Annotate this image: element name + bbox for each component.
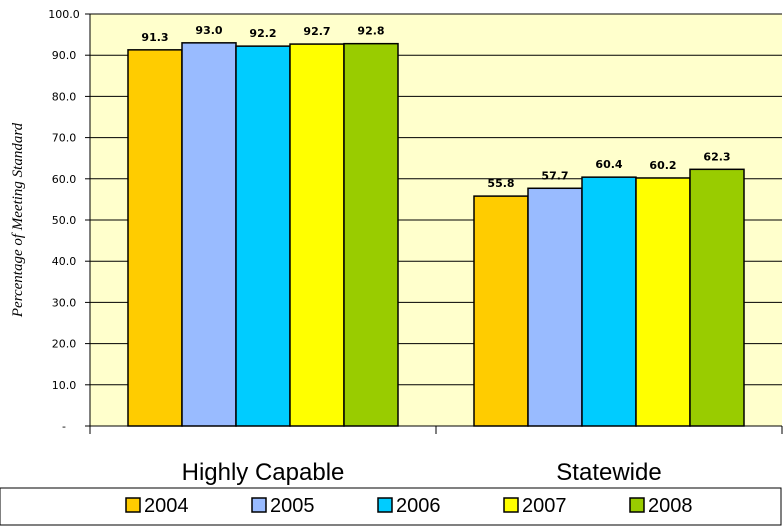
- legend-label-2007: 2007: [522, 495, 567, 517]
- legend-swatch-2007: [503, 497, 519, 513]
- data-label: 60.2: [649, 159, 676, 172]
- y-tick-label: -: [62, 420, 66, 433]
- data-labels: 91.3 93.0 92.2 92.7 92.8 55.8 57.7 60.4 60.2 62.3: [141, 24, 730, 190]
- legend-swatch-2005: [251, 497, 267, 513]
- y-tick-label: 30.0: [52, 296, 77, 309]
- y-tick-label: 10.0: [52, 379, 77, 392]
- data-label: 57.7: [541, 169, 568, 182]
- category-labels: Highly Capable Statewide: [182, 459, 662, 486]
- y-axis-label: Percentage of Meeting Standard: [10, 122, 26, 318]
- data-label: 92.7: [303, 25, 330, 38]
- data-label: 92.8: [357, 25, 384, 38]
- legend-swatch-2006: [377, 497, 393, 513]
- bar-2005-1: [527, 187, 583, 427]
- legend: 2004 2005 2006 2007 2008: [0, 487, 782, 526]
- y-tick-label: 60.0: [52, 173, 77, 186]
- legend-label-2004: 2004: [144, 495, 189, 517]
- legend-swatch-2004: [125, 497, 141, 513]
- bar-2004-0: [127, 49, 183, 427]
- axes: [85, 13, 783, 434]
- y-tick-label: 90.0: [52, 49, 77, 62]
- bars: [127, 42, 745, 427]
- y-tick-label: 80.0: [52, 90, 77, 103]
- bar-2008-1: [689, 168, 745, 427]
- category-label: Highly Capable: [182, 459, 345, 486]
- category-label: Statewide: [556, 459, 661, 486]
- y-tick-label: 50.0: [52, 214, 77, 227]
- bar-2007-0: [289, 43, 345, 427]
- data-label: 91.3: [141, 31, 168, 44]
- legend-label-2006: 2006: [396, 495, 441, 517]
- bar-2006-0: [235, 45, 291, 427]
- bar-2007-1: [635, 177, 691, 427]
- bar-2004-1: [473, 195, 529, 427]
- y-tick-label: 70.0: [52, 132, 77, 145]
- legend-label-2005: 2005: [270, 495, 315, 517]
- data-label: 62.3: [703, 150, 730, 163]
- data-label: 60.4: [595, 158, 622, 171]
- legend-swatch-2008: [629, 497, 645, 513]
- data-label: 55.8: [487, 177, 514, 190]
- y-tick-label: 100.0: [48, 8, 80, 21]
- data-label: 93.0: [195, 24, 222, 37]
- bar-2006-1: [581, 176, 637, 427]
- bar-2008-0: [343, 42, 399, 427]
- y-tick-labels: - 10.0 20.0 30.0 40.0 50.0 60.0 70.0 80.0 90.0 100…: [48, 8, 80, 433]
- bar-2005-0: [181, 42, 237, 427]
- y-tick-label: 20.0: [52, 338, 77, 351]
- y-tick-label: 40.0: [52, 255, 77, 268]
- legend-label-2008: 2008: [648, 495, 693, 517]
- data-label: 92.2: [249, 27, 276, 40]
